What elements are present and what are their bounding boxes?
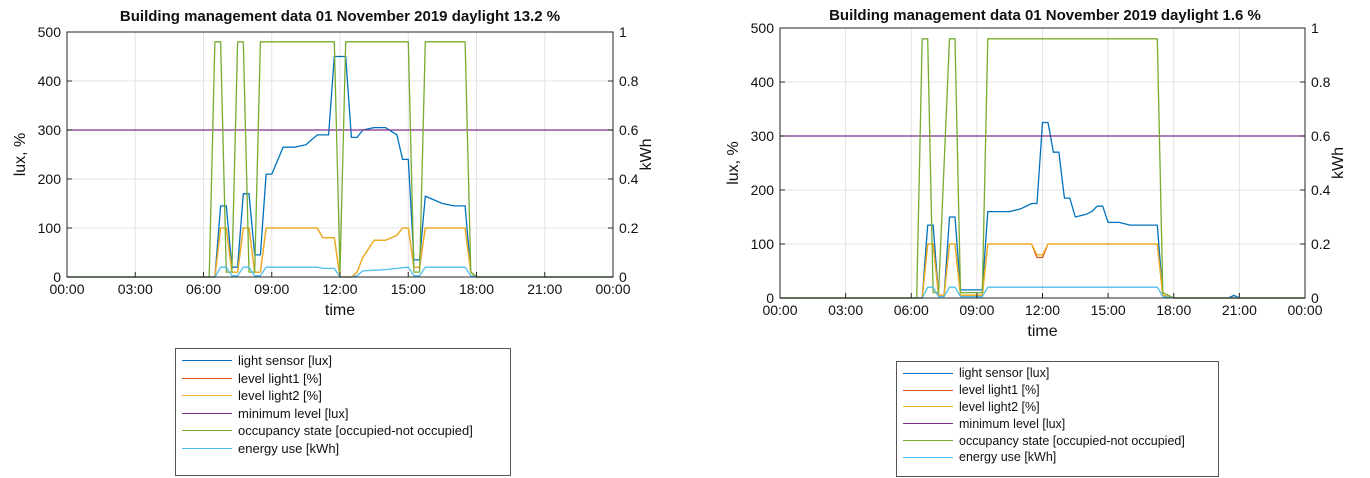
y-tick-label: 400 (751, 74, 775, 90)
series-line (780, 286, 1305, 299)
series-line (780, 121, 1305, 299)
x-tick-label: 00:00 (49, 281, 84, 297)
x-axis-label: time (325, 302, 355, 319)
y-tick-label: 300 (38, 122, 62, 138)
legend-entry: level light2 [%] (182, 387, 502, 405)
series-line (780, 38, 1305, 299)
y2-tick-label: 0.6 (1311, 128, 1331, 144)
y2-tick-label: 1 (619, 24, 627, 40)
legend-entry: occupancy state [occupied-not occupied] (903, 432, 1210, 449)
legend-swatch (182, 412, 232, 414)
x-tick-label: 21:00 (527, 281, 562, 297)
chart-title: Building management data 01 November 201… (829, 7, 1261, 24)
x-tick-label: 18:00 (459, 281, 494, 297)
series-line (780, 243, 1305, 299)
x-tick-label: 00:00 (595, 281, 630, 297)
x-tick-label: 21:00 (1222, 302, 1257, 318)
y2-tick-label: 0.8 (619, 73, 639, 89)
legend-entry: energy use [kWh] (903, 449, 1210, 466)
legend-swatch (903, 372, 953, 374)
y2-tick-label: 0 (619, 269, 627, 285)
y-tick-label: 0 (766, 290, 774, 306)
legend-entry: level light2 [%] (903, 399, 1210, 416)
x-tick-label: 06:00 (894, 302, 929, 318)
legend-entry: energy use [kWh] (182, 440, 502, 458)
chart-left-svg: 00:00 03:00 06:00 09:00 12:00 15:00 18:00 21:00… (12, 8, 655, 319)
series-line (67, 55, 613, 278)
x-tick-label: 15:00 (1091, 302, 1126, 318)
x-tick-label: 09:00 (959, 302, 994, 318)
x-tick-label: 12:00 (322, 281, 357, 297)
legend-label: energy use [kWh] (238, 440, 340, 456)
y-tick-label: 100 (751, 236, 775, 252)
legend-label: level light2 [%] (238, 388, 322, 404)
legend-swatch (903, 389, 953, 391)
series-line (67, 41, 613, 278)
y2-axis-label: kWh (638, 139, 655, 171)
x-tick-label: 09:00 (254, 281, 289, 297)
legend-label: occupancy state [occupied-not occupied] (238, 423, 473, 439)
legend-entry: light sensor [lux] (182, 352, 502, 370)
legend-swatch (903, 423, 953, 425)
legend-label: minimum level [lux] (238, 405, 349, 421)
legend-label: energy use [kWh] (959, 450, 1057, 465)
y-tick-label: 200 (38, 171, 62, 187)
legend-entry: level light1 [%] (903, 382, 1210, 399)
legend-label: minimum level [lux] (959, 416, 1066, 431)
y2-tick-label: 0.2 (1311, 236, 1331, 252)
chart-panel-right: 00:00 03:00 06:00 09:00 12:00 15:00 18:00 21:00… (700, 0, 1370, 478)
legend-label: level light1 [%] (238, 370, 322, 386)
x-axis-label: time (1027, 323, 1057, 340)
legend-entry: minimum level [lux] (903, 415, 1210, 432)
y-axis-label: lux, % (12, 133, 29, 177)
y2-tick-label: 0.4 (619, 171, 639, 187)
y-tick-label: 300 (751, 128, 775, 144)
legend-label: level light2 [%] (959, 399, 1040, 414)
legend-entry: light sensor [lux] (903, 365, 1210, 382)
legend-entry: minimum level [lux] (182, 405, 502, 423)
legend-swatch (182, 430, 232, 432)
y-tick-label: 400 (38, 73, 62, 89)
y-axis-label: lux, % (725, 141, 742, 185)
y2-tick-label: 1 (1311, 20, 1319, 36)
legend-swatch (182, 360, 232, 362)
y-tick-label: 0 (53, 269, 61, 285)
legend-swatch (182, 377, 232, 379)
legend-entry: occupancy state [occupied-not occupied] (182, 422, 502, 440)
legend-swatch (182, 395, 232, 397)
y-tick-label: 500 (751, 20, 775, 36)
legend-swatch (182, 447, 232, 449)
x-tick-label: 12:00 (1025, 302, 1060, 318)
legend-label: occupancy state [occupied-not occupied] (959, 433, 1185, 448)
y-tick-label: 200 (751, 182, 775, 198)
chart-right-svg: 00:00 03:00 06:00 09:00 12:00 15:00 18:00 21:00… (725, 7, 1347, 340)
y2-tick-label: 0.4 (1311, 182, 1331, 198)
chart-title: Building management data 01 November 201… (120, 8, 560, 25)
legend-swatch (903, 456, 953, 458)
legend-swatch (903, 406, 953, 408)
x-tick-label: 15:00 (391, 281, 426, 297)
x-tick-label: 03:00 (828, 302, 863, 318)
y2-tick-label: 0 (1311, 290, 1319, 306)
y-tick-label: 100 (38, 220, 62, 236)
legend-label: light sensor [lux] (238, 353, 332, 369)
y-tick-label: 500 (38, 24, 62, 40)
x-tick-label: 18:00 (1156, 302, 1191, 318)
x-tick-label: 06:00 (186, 281, 221, 297)
y2-tick-label: 0.2 (619, 220, 639, 236)
legend-entry: level light1 [%] (182, 370, 502, 388)
x-tick-label: 00:00 (762, 302, 797, 318)
chart-right-legend: light sensor [lux] level light1 [%] level … (896, 361, 1219, 477)
y2-axis-label: kWh (1330, 147, 1347, 179)
chart-left-legend: light sensor [lux] level light1 [%] level … (175, 348, 511, 476)
chart-panel-left: 00:00 03:00 06:00 09:00 12:00 15:00 18:00 21:00… (12, 8, 655, 476)
y2-tick-label: 0.8 (1311, 74, 1331, 90)
legend-swatch (903, 440, 953, 442)
x-tick-label: 03:00 (118, 281, 153, 297)
y2-tick-label: 0.6 (619, 122, 639, 138)
legend-label: level light1 [%] (959, 383, 1040, 398)
x-tick-label: 00:00 (1287, 302, 1322, 318)
legend-label: light sensor [lux] (959, 366, 1050, 381)
